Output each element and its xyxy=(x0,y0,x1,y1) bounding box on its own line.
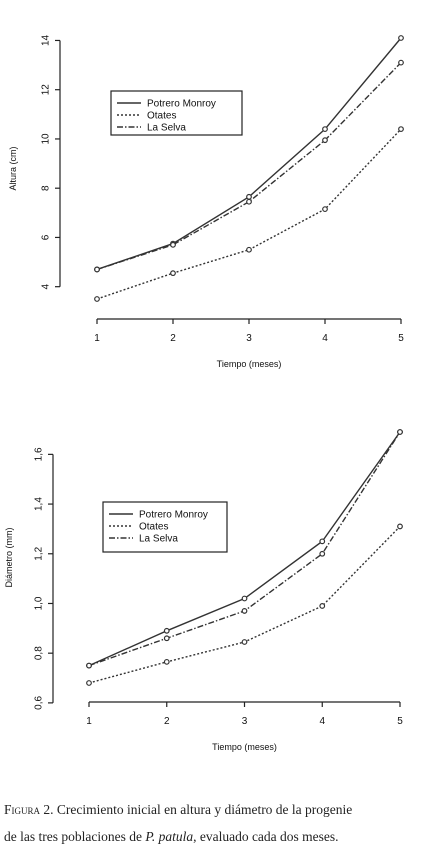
x-axis-title: Tiempo (meses) xyxy=(212,742,277,752)
caption-line1-text: Crecimiento inicial en altura y diámetro… xyxy=(56,802,353,817)
y-tick-label: 10 xyxy=(41,133,52,145)
data-point xyxy=(241,639,248,645)
figure-caption: Figura 2. Crecimiento inicial en altura … xyxy=(4,796,444,850)
x-tick-label: 3 xyxy=(246,333,252,344)
x-tick-label: 5 xyxy=(397,716,403,727)
data-point xyxy=(246,246,252,253)
y-axis-title: Diámetro (mm) xyxy=(4,527,14,587)
x-tick-label: 3 xyxy=(242,716,248,727)
caption-line2-a: de las tres poblaciones de xyxy=(4,829,142,844)
data-point xyxy=(94,266,100,273)
x-axis-title: Tiempo (meses) xyxy=(217,359,282,369)
x-tick-label: 5 xyxy=(398,333,404,344)
legend-label: La Selva xyxy=(139,534,178,545)
data-point xyxy=(241,595,248,602)
data-point xyxy=(163,658,170,665)
x-tick-label: 4 xyxy=(322,333,328,344)
data-point xyxy=(86,680,92,686)
data-point xyxy=(398,35,404,41)
data-point xyxy=(170,241,176,248)
data-point xyxy=(319,603,326,609)
y-tick-label: 6 xyxy=(41,234,52,240)
legend-box xyxy=(102,501,228,553)
caption-line-1: Figura 2. Crecimiento inicial en altura … xyxy=(4,802,352,817)
y-tick-label: 14 xyxy=(41,34,52,46)
x-tick-label: 4 xyxy=(319,716,325,727)
data-point xyxy=(246,193,252,200)
data-point xyxy=(319,538,326,545)
y-tick-label: 4 xyxy=(41,283,52,289)
y-tick-label: 0,6 xyxy=(34,695,45,709)
caption-figure-label: Figura 2. xyxy=(4,802,54,817)
series-line-potrero-monroy xyxy=(96,37,402,271)
data-point xyxy=(398,126,404,133)
data-point xyxy=(322,206,328,213)
y-tick-label: 1,0 xyxy=(34,596,45,610)
y-axis-title: Altura (cm) xyxy=(8,146,18,190)
diameter-chart: 0,6 0,8 1,0 1,2 1,4 1,6 1 2 3 4 5 Tiempo (meses) Diá… xyxy=(4,429,403,752)
series-line-la-selva xyxy=(96,62,402,271)
legend-label: Otates xyxy=(139,522,168,533)
y-tick-label: 1,2 xyxy=(34,546,45,560)
data-point xyxy=(397,429,403,435)
x-tick-label: 2 xyxy=(170,333,176,344)
y-tick-label: 1,6 xyxy=(34,447,45,461)
caption-line-2: de las tres poblaciones de P. patula, ev… xyxy=(4,829,339,844)
data-point xyxy=(86,662,92,669)
data-point xyxy=(94,296,100,302)
y-tick-label: 1,4 xyxy=(34,497,45,511)
data-point xyxy=(322,137,328,144)
x-tick-label: 1 xyxy=(86,716,92,727)
legend-label: Potrero Monroy xyxy=(139,510,208,521)
series-line-otates xyxy=(96,128,402,300)
y-tick-label: 0,8 xyxy=(34,646,45,660)
legend-label: Potrero Monroy xyxy=(147,99,216,110)
y-tick-label: 8 xyxy=(41,185,52,191)
legend-label: Otates xyxy=(147,111,176,122)
data-point xyxy=(397,523,403,530)
y-tick-label: 12 xyxy=(41,84,52,96)
data-point xyxy=(398,59,404,66)
x-tick-label: 1 xyxy=(94,333,100,344)
x-tick-label: 2 xyxy=(164,716,170,727)
data-point xyxy=(322,126,328,133)
data-point xyxy=(170,270,176,277)
data-point xyxy=(246,198,252,205)
caption-species: P. patula xyxy=(145,829,194,844)
data-point xyxy=(163,627,170,634)
caption-line2-b: , evaluado cada dos meses. xyxy=(193,829,339,844)
data-point xyxy=(241,608,248,614)
legend-label: La Selva xyxy=(147,123,186,134)
data-point xyxy=(319,550,326,557)
data-point xyxy=(163,635,170,642)
